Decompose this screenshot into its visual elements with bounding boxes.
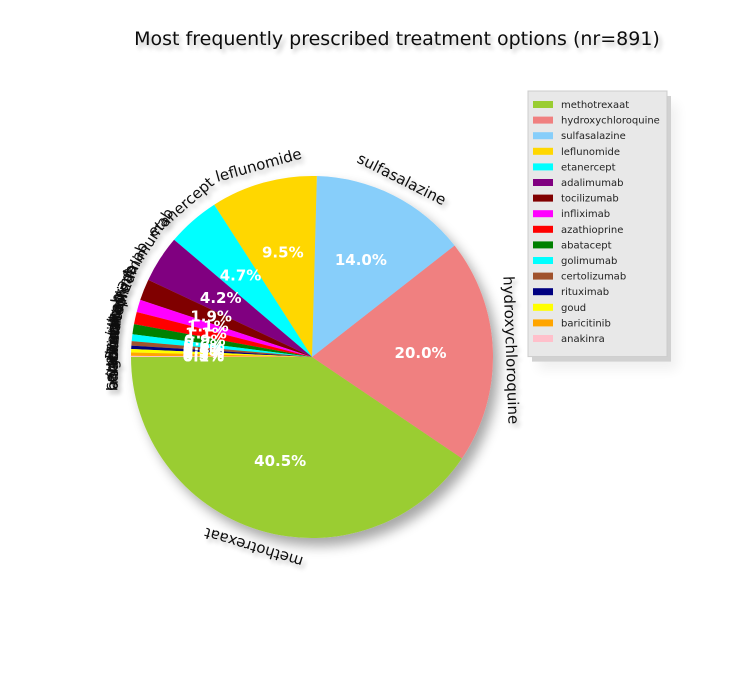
pie-slice-leflunomide — [214, 175, 317, 357]
legend-entry-goud: goud — [561, 303, 586, 314]
percent-label-certolizumab: 0.4% — [183, 340, 225, 358]
percent-label-etanercept: 4.7% — [220, 266, 262, 284]
pie-slice-anakinra — [130, 355, 312, 357]
legend-entry-abatacept: abatacept — [561, 240, 612, 251]
percent-label-sulfasalazine: 14.0% — [335, 251, 387, 269]
legend-swatch-leflunomide — [533, 147, 553, 155]
legend-entry-golimumab: golimumab — [561, 256, 617, 267]
legend-swatch-rituximab — [533, 288, 553, 296]
legend-entry-hydroxychloroquine: hydroxychloroquine — [561, 116, 660, 127]
legend-entry-etanercept: etanercept — [561, 162, 616, 173]
legend-entry-azathioprine: azathioprine — [561, 225, 623, 236]
pie-slice-golimumab — [131, 334, 312, 357]
percent-label-azathioprine: 1.1% — [185, 325, 227, 343]
percent-label-infliximab: 1.1% — [187, 317, 229, 335]
pie-slice-adalimumab — [148, 239, 312, 357]
legend-swatch-certolizumab — [533, 272, 553, 280]
pie-slice-sulfasalazine — [312, 176, 455, 357]
legend-swatch-sulfasalazine — [533, 132, 553, 140]
percent-label-goud: 0.3% — [183, 344, 225, 362]
percent-label-hydroxychloroquine: 20.0% — [395, 344, 447, 362]
legend-swatch-goud — [533, 303, 553, 311]
legend-entry-methotrexaat: methotrexaat — [561, 100, 629, 111]
legend-entry-leflunomide: leflunomide — [561, 147, 620, 158]
slice-label-anakinra: anakinra — [104, 324, 122, 390]
pie-slice-certolizumab — [131, 341, 312, 357]
legend-entry-adalimumab: adalimumab — [561, 178, 623, 189]
pie-slices — [130, 175, 493, 539]
percent-label-tocilizumab: 1.9% — [190, 308, 232, 326]
pie-slice-rituximab — [131, 345, 312, 357]
slice-label-goud: goud — [103, 331, 122, 369]
legend: methotrexaat hydroxychloroquine sulfasalaz… — [527, 90, 671, 362]
legend-entry-sulfasalazine: sulfasalazine — [561, 131, 626, 142]
legend-entry-tocilizumab: tocilizumab — [561, 194, 619, 205]
pie-slice-tocilizumab — [140, 279, 312, 357]
percent-label-golimumab: 0.6% — [183, 336, 225, 354]
legend-swatch-etanercept — [533, 163, 553, 171]
legend-entry-infliximab: infliximab — [561, 209, 610, 220]
pie-slice-infliximab — [136, 299, 312, 357]
legend-swatch-infliximab — [533, 210, 553, 218]
legend-swatch-azathioprine — [533, 225, 553, 233]
percent-label-baricitinib: 0.3% — [183, 346, 225, 364]
percent-label-methotrexaat: 40.5% — [254, 452, 306, 470]
legend-swatch-methotrexaat — [533, 101, 553, 108]
slice-label-hydroxychloroquine: hydroxychloroquine — [499, 276, 522, 425]
percent-label-adalimumab: 4.2% — [200, 289, 242, 307]
pie-slice-methotrexaat — [131, 357, 462, 539]
pie-slice-abatacept — [132, 324, 312, 357]
percent-label-leflunomide: 9.5% — [262, 243, 304, 261]
legend-swatch-tocilizumab — [533, 194, 553, 202]
pie-slice-hydroxychloroquine — [312, 245, 493, 459]
legend-swatch-baricitinib — [533, 319, 553, 327]
pie-slice-azathioprine — [134, 311, 312, 357]
percent-label-abatacept: 0.9% — [184, 331, 226, 349]
percent-labels: 40.5%20.0%14.0%9.5%4.7%4.2%1.9%1.1%1.1%0… — [183, 243, 447, 469]
percent-label-rituximab: 0.3% — [183, 342, 225, 360]
legend-entry-anakinra: anakinra — [561, 334, 605, 345]
percent-label-anakinra: 0.1% — [183, 348, 225, 366]
pie-slice-baricitinib — [131, 352, 312, 357]
legend-entry-baricitinib: baricitinib — [561, 318, 611, 329]
legend-swatch-golimumab — [533, 257, 553, 264]
pie-slice-goud — [131, 349, 312, 357]
pie-slice-etanercept — [174, 204, 312, 357]
legend-swatch-adalimumab — [533, 179, 553, 186]
legend-swatch-anakinra — [533, 335, 553, 342]
legend-entry-rituximab: rituximab — [561, 287, 609, 298]
slice-label-baricitinib: baricitinib — [103, 316, 122, 391]
legend-entry-certolizumab: certolizumab — [561, 272, 626, 283]
chart-title: Most frequently prescribed treatment opt… — [134, 28, 660, 50]
legend-swatch-hydroxychloroquine — [533, 116, 553, 124]
legend-swatch-abatacept — [533, 241, 553, 249]
slice-label-rituximab: rituximab — [102, 310, 124, 383]
